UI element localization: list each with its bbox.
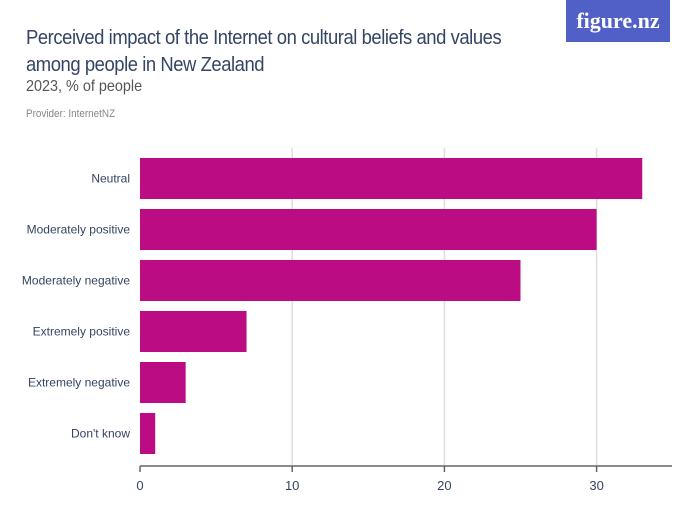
bar-extremely-positive <box>140 311 247 352</box>
bar-moderately-positive <box>140 209 597 250</box>
x-tick-label: 20 <box>437 478 451 493</box>
provider-text: Provider: InternetNZ <box>26 108 116 120</box>
bar-moderately-negative <box>140 260 521 301</box>
category-label: Moderately negative <box>22 274 130 288</box>
chart-subtitle: 2023, % of people <box>26 78 143 95</box>
x-tick-label: 30 <box>589 478 603 493</box>
category-label: Don't know <box>71 427 130 441</box>
category-label: Extremely negative <box>28 376 130 390</box>
category-label: Extremely positive <box>33 325 131 339</box>
bar-don-t-know <box>140 413 156 454</box>
x-tick-label: 10 <box>285 478 299 493</box>
category-label: Neutral <box>91 172 130 186</box>
figure-nz-logo[interactable]: figure.nz <box>566 0 670 42</box>
bar-extremely-negative <box>140 362 186 403</box>
chart-title: Perceived impact of the Internet on cult… <box>26 26 502 76</box>
category-label: Moderately positive <box>27 223 131 237</box>
logo-text: figure.nz <box>576 8 660 33</box>
bar-neutral <box>140 158 643 199</box>
x-tick-label: 0 <box>136 478 143 493</box>
